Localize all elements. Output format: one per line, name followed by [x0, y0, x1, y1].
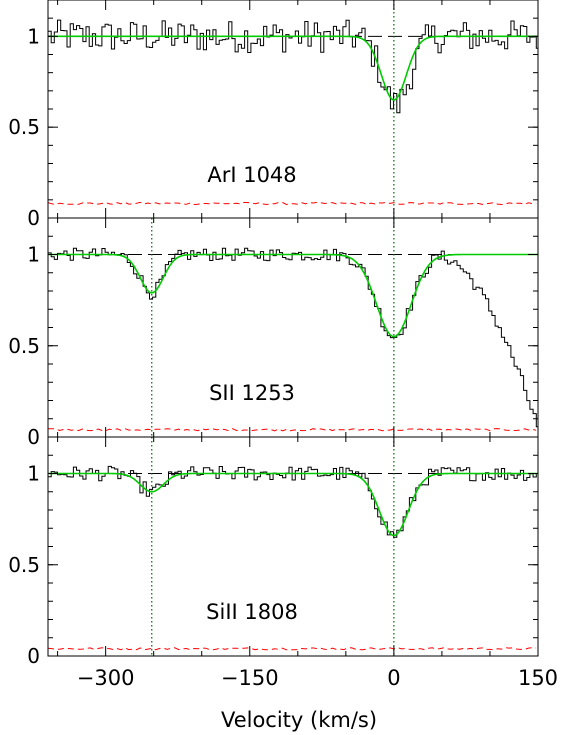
y-tick-label: 0.5: [8, 115, 40, 139]
panel-3: 0 0.5 1 SiII 1808: [8, 436, 539, 668]
error-spectrum: [48, 647, 537, 651]
ion-label: SII 1253: [209, 381, 295, 405]
y-tick-label: 0.5: [8, 334, 40, 358]
panels-layer: 0 0.5 1 ArI 1048 0 0.5 1 SII 1253 0 0.5 1 SiII 1808: [8, 0, 539, 668]
fit-model: [48, 253, 538, 338]
x-axis-label: Velocity (km/s): [221, 708, 377, 732]
panel-plot-area: [48, 218, 538, 437]
y-tick-label: 1: [27, 243, 40, 267]
x-tick-label: −300: [77, 666, 135, 690]
panel-1: 0 0.5 1 ArI 1048: [8, 0, 539, 230]
x-tick-label: 150: [518, 666, 558, 690]
fit-model: [48, 35, 538, 101]
y-tick-label: 1: [27, 24, 40, 48]
x-tick-label: 0: [387, 666, 400, 690]
panel-plot-area: [48, 0, 538, 218]
fit-model: [48, 472, 538, 537]
x-axis: −300 −150 0 150: [77, 666, 558, 690]
error-spectrum: [48, 201, 537, 206]
error-spectrum: [48, 428, 537, 432]
y-tick-label: 0.5: [8, 553, 40, 577]
y-tick-label: 1: [27, 462, 40, 486]
x-tick-label: −150: [221, 666, 279, 690]
observed-spectrum: [48, 19, 538, 114]
y-tick-label: 0: [27, 206, 40, 230]
panel-2: 0 0.5 1 SII 1253: [8, 217, 539, 449]
ion-label: SiII 1808: [206, 600, 298, 624]
observed-spectrum: [48, 247, 538, 428]
panel-plot-area: [48, 437, 538, 656]
ion-label: ArI 1048: [207, 163, 296, 187]
y-tick-label: 0: [27, 425, 40, 449]
y-tick-label: 0: [27, 644, 40, 668]
observed-spectrum: [48, 465, 538, 538]
